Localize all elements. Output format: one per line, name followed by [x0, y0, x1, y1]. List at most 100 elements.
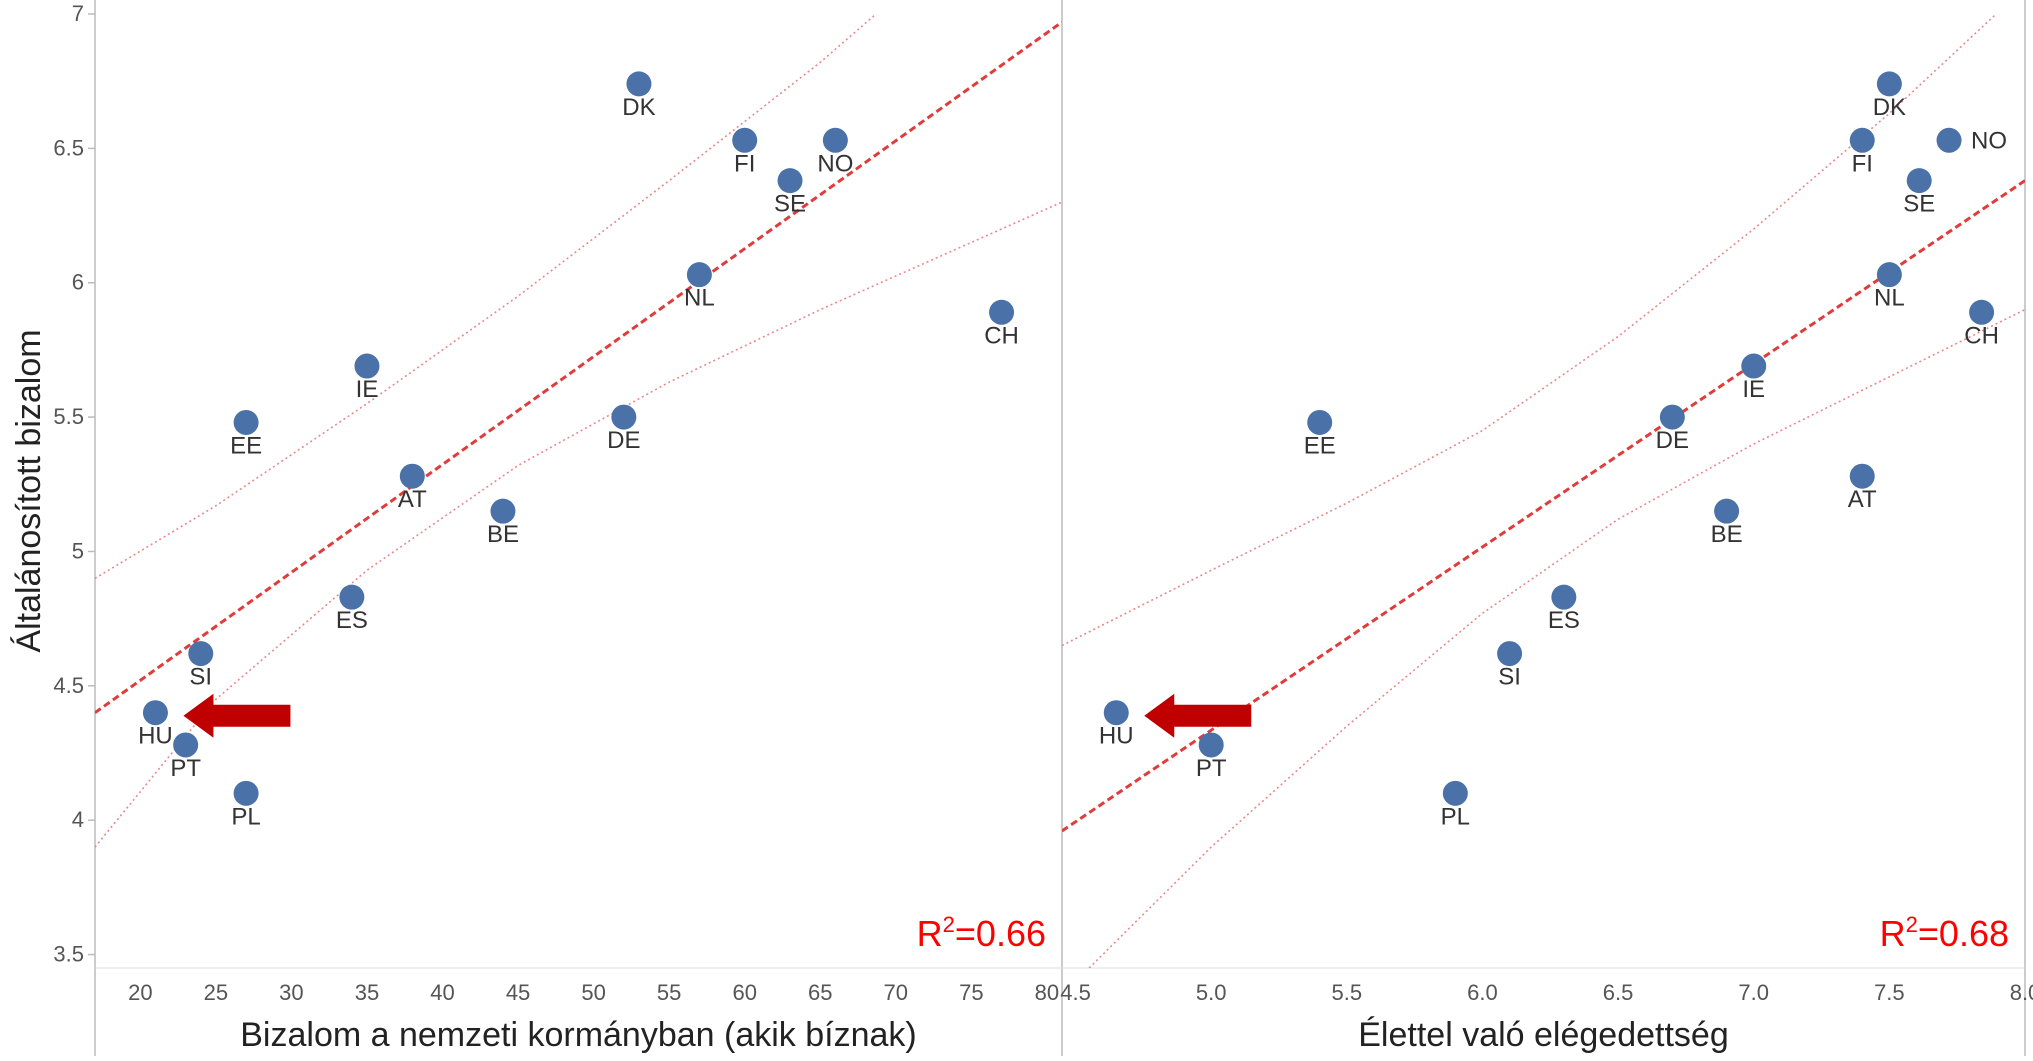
- confidence-lower-line: [1088, 308, 2025, 968]
- x-tick-label: 25: [204, 980, 228, 1005]
- point-label-se: SE: [1903, 191, 1935, 218]
- y-tick-label: 3.5: [53, 942, 84, 967]
- x-tick-label: 35: [355, 980, 379, 1005]
- point-label-ee: EE: [230, 432, 262, 459]
- x-tick-label: 40: [430, 980, 454, 1005]
- point-label-ie: IE: [1742, 376, 1765, 403]
- point-label-pl: PL: [231, 803, 260, 830]
- scatter-panel-2: 4.5 5.0 5.5 6.0 6.5 7.0 7.5 8.0 Élettel való elé…: [1060, 0, 2033, 1056]
- point-label-no: NO: [1971, 127, 2007, 154]
- x-axis-title: Élettel való elégedettség: [1358, 1016, 1728, 1054]
- y-tick-label: 4.5: [53, 673, 84, 698]
- data-point-pt: [173, 732, 199, 758]
- point-label-pt: PT: [1196, 755, 1227, 782]
- data-point-at: [1849, 463, 1875, 489]
- y-tick-label: 4: [72, 807, 84, 832]
- trend-line: [95, 20, 1062, 714]
- scatter-panel-1: 20 25 30 35 40 45 50 55 60 65 70 75 80 Bizalom a nemz…: [95, 0, 1063, 1056]
- data-point-no: [1936, 127, 1962, 153]
- data-point-si: [188, 641, 214, 667]
- data-point-ee: [233, 409, 259, 435]
- data-point-nl: [1876, 262, 1902, 288]
- point-label-dk: DK: [622, 94, 655, 121]
- confidence-upper-line: [95, 14, 878, 580]
- data-point-be: [490, 498, 516, 524]
- data-point-si: [1497, 641, 1523, 667]
- chart-panels: 20 25 30 35 40 45 50 55 60 65 70 75 80 Bizalom a nemz…: [95, 0, 2033, 1056]
- data-point-hu: [1103, 700, 1129, 726]
- x-tick-label: 5.0: [1196, 980, 1227, 1005]
- x-tick-label: 5.5: [1332, 980, 1363, 1005]
- x-tick-label: 8.0: [2010, 980, 2033, 1005]
- data-point-hu: [142, 700, 168, 726]
- data-point-se: [1906, 168, 1932, 194]
- point-label-at: AT: [398, 486, 427, 513]
- x-tick-label: 20: [128, 980, 152, 1005]
- x-tick-label: 7.0: [1738, 980, 1769, 1005]
- data-point-ie: [354, 353, 380, 379]
- data-point-fi: [1849, 127, 1875, 153]
- data-point-no: [822, 127, 848, 153]
- x-tick-label: 65: [808, 980, 832, 1005]
- point-label-nl: NL: [1874, 285, 1905, 312]
- data-point-pl: [233, 780, 259, 806]
- point-label-ch: CH: [1964, 322, 1999, 349]
- x-tick-label: 4.5: [1060, 980, 1091, 1005]
- x-tick-label: 70: [884, 980, 908, 1005]
- y-tick-label: 6.5: [53, 135, 84, 160]
- point-label-no: NO: [817, 150, 853, 177]
- point-label-be: BE: [487, 521, 519, 548]
- data-point-ee: [1307, 409, 1333, 435]
- x-tick-label: 55: [657, 980, 681, 1005]
- point-label-pt: PT: [170, 755, 201, 782]
- point-label-es: ES: [1548, 607, 1580, 634]
- highlight-arrow: [1144, 693, 1252, 738]
- y-tick-label: 5: [72, 538, 84, 563]
- x-tick-label: 75: [959, 980, 983, 1005]
- data-point-es: [339, 584, 365, 610]
- x-tick-label: 50: [581, 980, 605, 1005]
- point-label-se: SE: [774, 191, 806, 218]
- data-point-es: [1551, 584, 1577, 610]
- r-squared-label: R2=0.68: [1880, 912, 2009, 954]
- data-point-be: [1714, 498, 1740, 524]
- x-tick-label: 6.5: [1603, 980, 1634, 1005]
- shared-y-axis: 3.5 4 4.5 5 5.5 6 6.5 7: [53, 0, 96, 1056]
- data-point-ie: [1741, 353, 1767, 379]
- point-label-at: AT: [1848, 486, 1877, 513]
- y-axis-title: Általánosított bizalom: [10, 329, 48, 652]
- fit-lines: [95, 14, 1062, 848]
- point-label-ch: CH: [984, 322, 1019, 349]
- point-label-hu: HU: [1099, 723, 1134, 750]
- fit-lines: [1062, 14, 2025, 968]
- y-tick-label: 5.5: [53, 404, 84, 429]
- confidence-lower-line: [95, 201, 1062, 848]
- y-tick-label: 6: [72, 270, 84, 295]
- x-tick-label: 80: [1035, 980, 1059, 1005]
- point-label-ie: IE: [356, 376, 379, 403]
- data-point-de: [611, 404, 637, 430]
- r-squared-label: R2=0.66: [917, 912, 1046, 954]
- data-point-pl: [1442, 780, 1468, 806]
- data-point-ch: [1969, 299, 1995, 325]
- point-label-fi: FI: [734, 150, 755, 177]
- point-label-de: DE: [1656, 427, 1689, 454]
- y-tick-label: 7: [72, 1, 84, 26]
- x-axis-title: Bizalom a nemzeti kormányban (akik bízna…: [240, 1016, 917, 1054]
- data-point-at: [399, 463, 425, 489]
- point-label-be: BE: [1711, 521, 1743, 548]
- data-point-ch: [989, 299, 1015, 325]
- point-label-fi: FI: [1852, 150, 1873, 177]
- point-label-hu: HU: [138, 723, 173, 750]
- x-tick-label: 7.5: [1874, 980, 1905, 1005]
- data-point-dk: [1876, 71, 1902, 97]
- point-label-si: SI: [189, 664, 212, 691]
- point-label-pl: PL: [1441, 803, 1470, 830]
- data-point-se: [777, 168, 803, 194]
- data-point-fi: [732, 127, 758, 153]
- point-label-si: SI: [1498, 664, 1521, 691]
- data-point-pt: [1198, 732, 1224, 758]
- point-label-de: DE: [607, 427, 640, 454]
